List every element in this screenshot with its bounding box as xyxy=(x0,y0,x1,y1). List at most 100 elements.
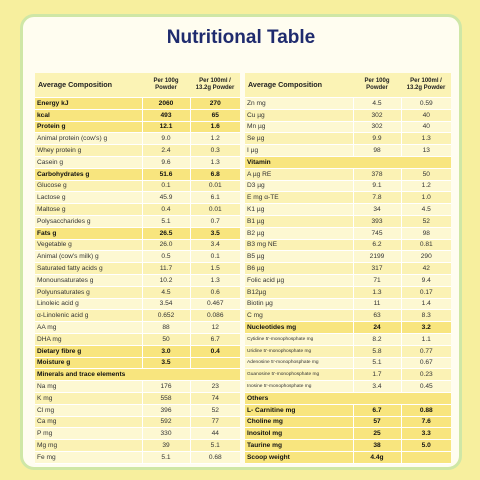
cell-value: 9.6 xyxy=(141,156,190,169)
cell-empty xyxy=(400,451,451,464)
table-row: P mg 330 44 xyxy=(35,427,240,441)
cell-value: 9.4 xyxy=(400,274,451,287)
table-row: DHA mg 50 6.7 xyxy=(35,333,240,346)
row-label: K mg xyxy=(35,392,142,405)
cell-value: 63 xyxy=(352,309,401,323)
row-label: Fe mg xyxy=(35,451,142,464)
table-row: A µg RE 378 50 xyxy=(245,168,451,181)
right-table: Average Composition Per 100g Powder Per 10… xyxy=(245,73,451,464)
row-label: Nucleotides mg xyxy=(245,321,353,334)
row-label: I µg xyxy=(245,144,353,157)
cell-value: 3.5 xyxy=(141,357,190,370)
cell-value: 0.7 xyxy=(189,215,240,228)
column-header: Average Composition xyxy=(245,73,353,98)
cell-value: 5.1 xyxy=(141,215,190,228)
row-label: Taurine mg xyxy=(245,439,353,452)
cell-value: 0.45 xyxy=(400,380,451,393)
row-label: Polyunsaturates g xyxy=(35,286,142,299)
row-label: A µg RE xyxy=(245,168,353,181)
table-row: α-Linolenic acid g 0.652 0.086 xyxy=(35,309,240,323)
table-row: Dietary fibre g 3.0 0.4 xyxy=(35,345,240,358)
cell-value: 2060 xyxy=(141,97,190,110)
row-label: Guanosine 5'-monophosphate mg xyxy=(245,368,353,382)
cell-value: 23 xyxy=(189,380,240,393)
table-row: kcal 493 65 xyxy=(35,109,240,122)
header-row: Average Composition Per 100g Powder Per 10… xyxy=(245,73,451,98)
table-row: D3 µg 9.1 1.2 xyxy=(245,180,451,193)
cell-value: 0.01 xyxy=(189,203,240,216)
cell-value: 88 xyxy=(141,321,190,334)
table-row: K1 µg 34 4.5 xyxy=(245,203,451,216)
row-label: Energy kJ xyxy=(35,97,142,110)
cell-value: 0.1 xyxy=(141,180,190,193)
cell-value: 0.652 xyxy=(141,309,190,323)
cell-value: 0.3 xyxy=(189,144,240,157)
row-label: Folic acid µg xyxy=(245,274,353,287)
cell-value: 176 xyxy=(141,380,190,393)
table-row: AA mg 88 12 xyxy=(35,321,240,334)
cell-value: 1.2 xyxy=(189,132,240,146)
row-label: α-Linolenic acid g xyxy=(35,309,142,323)
cell-value: 1.7 xyxy=(352,368,401,382)
cell-value: 1.5 xyxy=(189,262,240,275)
cell-value: 0.4 xyxy=(189,345,240,358)
table-row: Carbohydrates g 51.6 6.8 xyxy=(35,168,240,181)
table-row: Mn µg 302 40 xyxy=(245,121,451,134)
cell-value: 9.0 xyxy=(141,132,190,146)
row-label: Cl mg xyxy=(35,404,142,417)
cell-value: 0.086 xyxy=(189,309,240,323)
cell-value: 1.6 xyxy=(189,121,240,134)
cell-value: 0.01 xyxy=(189,180,240,193)
row-label: Animal protein (cow's) g xyxy=(35,132,142,146)
row-label: AA mg xyxy=(35,321,142,334)
cell-value: 302 xyxy=(352,121,401,134)
cell-value: 26.5 xyxy=(141,227,190,240)
cell-value: 1.0 xyxy=(400,191,451,205)
table-row: Whey protein g 2.4 0.3 xyxy=(35,144,240,157)
cell-value: 13 xyxy=(400,144,451,157)
row-label: Uridine 5'-monophosphate mg xyxy=(245,345,353,358)
cell-value: 0.81 xyxy=(400,239,451,252)
table-row: Nucleotides mg 24 3.2 xyxy=(245,321,451,334)
column-header: Per 100g Powder xyxy=(142,73,190,98)
cell-value: 3.0 xyxy=(141,345,190,358)
row-label: Mg mg xyxy=(35,439,142,452)
table-row: Guanosine 5'-monophosphate mg 1.7 0.23 xyxy=(245,368,451,382)
cell-value: 6.1 xyxy=(189,191,240,205)
row-label: Zn mg xyxy=(245,97,353,110)
cell-value: 77 xyxy=(189,416,240,429)
cell-value: 0.5 xyxy=(141,250,190,264)
cell-value: 317 xyxy=(352,262,401,275)
cell-value: 0.88 xyxy=(400,404,451,417)
row-label: Scoop weight xyxy=(245,451,353,464)
cell-value: 10.2 xyxy=(141,274,190,287)
table-row: Animal (cow's milk) g 0.5 0.1 xyxy=(35,250,240,264)
cell-value: 1.3 xyxy=(400,132,451,146)
table-row: Biotin µg 11 1.4 xyxy=(245,298,451,311)
row-label: Cu µg xyxy=(245,109,353,122)
cell-value: 0.467 xyxy=(189,298,240,311)
cell-empty xyxy=(189,357,240,370)
cell-value: 51.6 xyxy=(141,168,190,181)
table-row: Animal protein (cow's) g 9.0 1.2 xyxy=(35,132,240,146)
cell-value: 7.8 xyxy=(352,191,401,205)
cell-value: 290 xyxy=(400,250,451,264)
row-label: Inosine 5'-monophosphate mg xyxy=(245,380,353,393)
cell-value: 393 xyxy=(352,215,401,228)
cell-value: 270 xyxy=(189,97,240,110)
cell-value: 11 xyxy=(352,298,401,311)
table-row: Monounsaturates g 10.2 1.3 xyxy=(35,274,240,287)
row-label: Others xyxy=(245,392,451,405)
table-row: B5 µg 2199 290 xyxy=(245,250,451,264)
row-label: Se µg xyxy=(245,132,353,146)
row-label: E mg α-TE xyxy=(245,191,353,205)
cell-value: 74 xyxy=(189,392,240,405)
cell-value: 2199 xyxy=(352,250,401,264)
table-row: Mg mg 39 5.1 xyxy=(35,439,240,452)
row-label: Mn µg xyxy=(245,121,353,134)
cell-value: 3.4 xyxy=(352,380,401,393)
cell-value: 0.4 xyxy=(141,203,190,216)
table-row: Saturated fatty acids g 11.7 1.5 xyxy=(35,262,240,275)
row-label: Linoleic acid g xyxy=(35,298,142,311)
table-row: B12µg 1.3 0.17 xyxy=(245,286,451,299)
